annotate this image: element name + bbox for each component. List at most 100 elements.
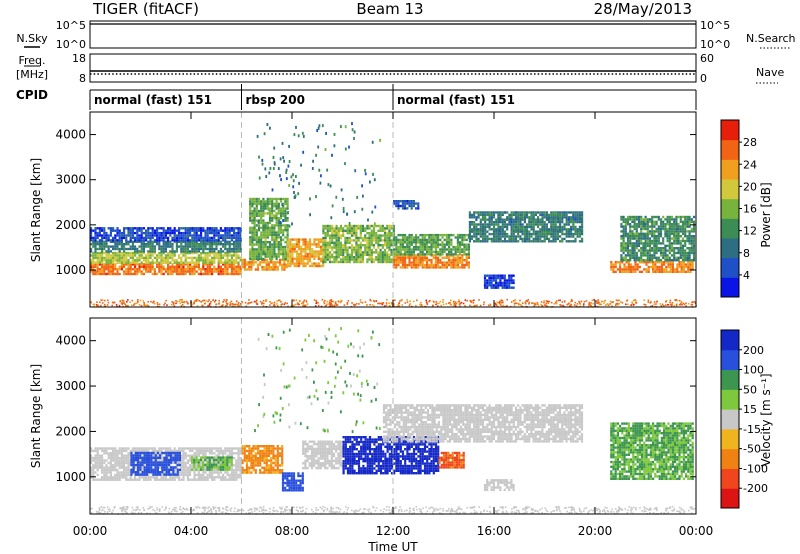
data-cell <box>434 256 437 259</box>
data-cell <box>539 218 542 221</box>
data-cell <box>441 256 444 259</box>
data-cell <box>459 256 462 259</box>
data-cell <box>339 248 343 252</box>
data-cell <box>645 270 648 273</box>
data-cell <box>494 276 498 280</box>
data-cell <box>156 265 159 268</box>
data-cell <box>96 236 99 240</box>
data-cell <box>344 241 347 244</box>
data-cell <box>131 268 134 271</box>
data-cell <box>468 211 471 214</box>
ground-scatter-cell <box>421 305 423 307</box>
data-cell <box>287 264 290 268</box>
data-cell <box>359 241 362 244</box>
data-cell <box>481 240 485 243</box>
ground-scatter-cell <box>156 302 159 304</box>
ground-scatter-cell <box>452 302 455 304</box>
data-cell <box>173 231 176 235</box>
data-cell <box>528 235 531 238</box>
data-cell <box>268 207 272 210</box>
ground-scatter-cell <box>655 303 657 305</box>
data-cell <box>565 230 568 233</box>
ground-scatter-cell <box>223 299 225 301</box>
data-cell <box>624 223 627 226</box>
data-cell <box>505 284 509 287</box>
data-cell <box>660 268 663 271</box>
data-cell <box>439 250 442 254</box>
data-cell <box>191 265 194 268</box>
data-cell <box>142 231 145 235</box>
data-cell <box>681 239 685 243</box>
data-cell <box>337 256 340 259</box>
data-cell <box>506 235 509 238</box>
ground-scatter-cell <box>137 299 139 301</box>
data-cell <box>249 250 252 253</box>
ground-scatter-cell <box>520 304 522 307</box>
ground-scatter-cell <box>469 304 471 307</box>
data-cell <box>215 227 218 230</box>
data-cell <box>397 238 400 242</box>
data-cell <box>578 232 581 236</box>
data-cell <box>180 240 183 243</box>
data-cell <box>556 232 559 236</box>
data-cell <box>508 281 511 285</box>
data-cell <box>134 270 137 273</box>
data-cell <box>120 256 123 260</box>
data-cell <box>526 225 529 229</box>
data-cell <box>372 227 376 230</box>
data-cell <box>642 259 645 262</box>
ground-scatter-cell <box>573 304 576 306</box>
data-cell <box>279 231 283 234</box>
data-cell <box>107 452 110 455</box>
data-cell <box>477 216 480 219</box>
data-cell <box>467 256 470 259</box>
data-cell <box>284 219 287 222</box>
data-cell <box>162 259 165 262</box>
data-cell <box>101 461 104 465</box>
data-cell <box>147 227 150 230</box>
data-cell <box>136 229 139 232</box>
data-cell <box>237 231 240 235</box>
data-cell <box>206 261 209 264</box>
data-cell <box>142 245 145 248</box>
data-cell <box>423 241 426 244</box>
data-cell <box>410 202 413 205</box>
data-cell <box>448 263 451 267</box>
data-cell <box>230 243 233 246</box>
data-cell <box>328 224 332 228</box>
ground-scatter-cell <box>126 301 128 303</box>
data-cell <box>272 263 275 266</box>
data-cell <box>94 250 97 253</box>
data-cell <box>264 226 267 229</box>
data-cell <box>467 250 470 254</box>
data-cell <box>193 231 196 235</box>
data-cell <box>219 261 222 264</box>
data-cell <box>626 218 630 221</box>
data-cell <box>383 253 387 256</box>
data-cell <box>494 284 498 287</box>
data-cell <box>289 238 292 241</box>
data-cell <box>297 262 301 265</box>
data-cell <box>395 248 398 251</box>
data-cell <box>228 229 231 232</box>
freq-tick-top: 18 <box>72 52 86 65</box>
data-cell <box>282 257 285 261</box>
data-cell <box>675 227 678 231</box>
data-cell <box>408 238 411 242</box>
data-cell <box>118 272 121 276</box>
data-cell <box>517 213 520 217</box>
data-cell <box>287 245 290 248</box>
data-cell <box>572 225 575 229</box>
data-cell <box>253 224 256 227</box>
data-cell <box>410 233 413 237</box>
ground-scatter-cell <box>452 304 455 307</box>
data-cell <box>114 236 117 240</box>
data-cell <box>140 239 143 242</box>
data-cell <box>355 244 358 247</box>
ground-scatter-cell <box>513 299 516 302</box>
data-cell <box>262 231 265 234</box>
ground-scatter-cell <box>324 299 326 302</box>
data-cell <box>98 268 101 271</box>
ground-scatter-cell <box>450 299 452 302</box>
data-cell <box>151 240 154 243</box>
